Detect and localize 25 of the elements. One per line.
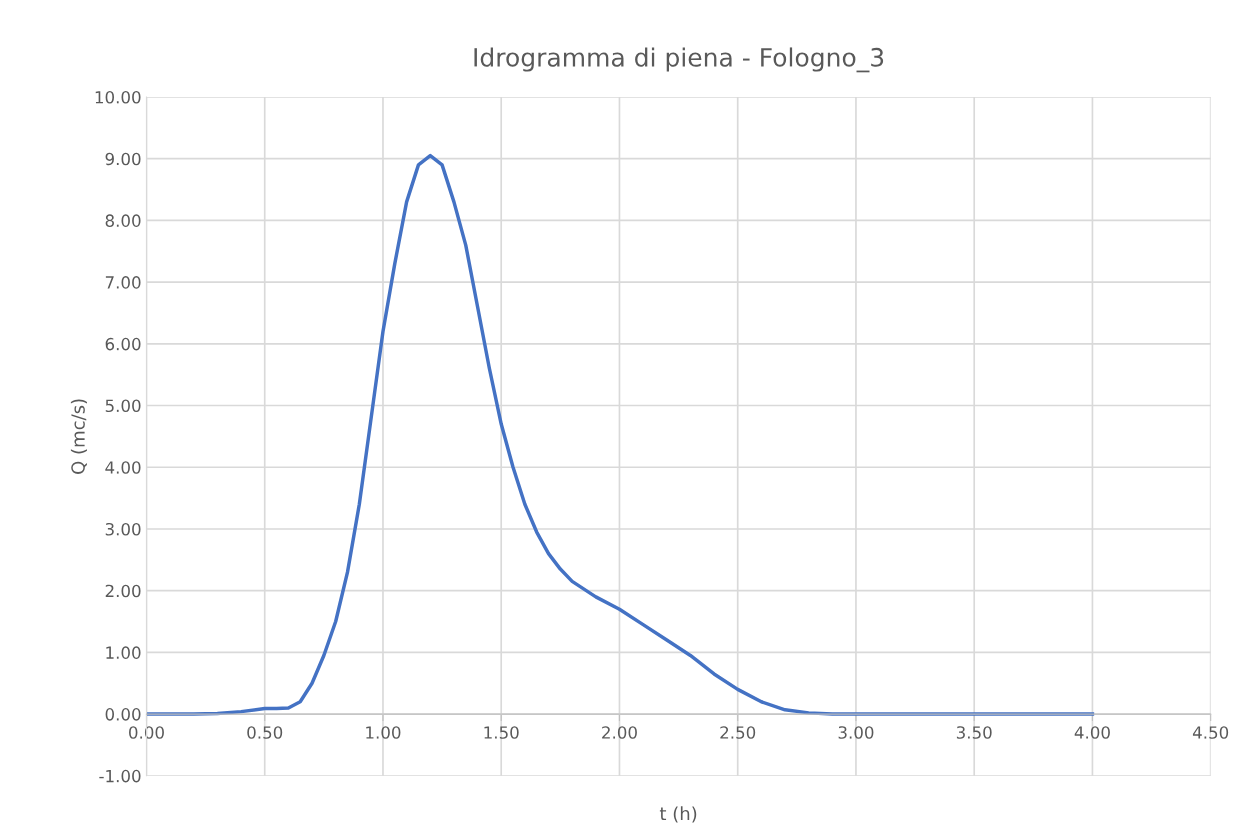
y-axis-title: Q (mc/s) — [70, 399, 87, 474]
x-tick-label: 1.50 — [484, 726, 519, 739]
line-series — [146, 153, 1095, 716]
x-tick-label: 3.00 — [838, 726, 874, 739]
x-tick-label: 4.00 — [1074, 726, 1110, 739]
y-tick-label: 2.00 — [105, 584, 141, 598]
y-tick-label: 1.00 — [106, 646, 141, 659]
y-tick-label: 3.00 — [105, 522, 141, 536]
y-tick-label: 0.00 — [105, 708, 141, 721]
chart-title: Idrogramma di piena - Fologno_3 — [474, 47, 884, 73]
y-tick-label: -1.00 — [99, 769, 141, 783]
x-tick-label: 2.50 — [720, 726, 756, 739]
y-tick-label: 9.00 — [105, 152, 141, 166]
x-tick-label: 0.50 — [247, 726, 283, 739]
x-tick-label: 1.00 — [366, 726, 401, 739]
y-tick-label: 8.00 — [105, 214, 141, 227]
x-axis-title: t (h) — [659, 806, 697, 823]
x-tick-label: 3.50 — [956, 726, 992, 739]
x-tick-label: 2.00 — [602, 726, 637, 739]
y-tick-label: 5.00 — [105, 399, 141, 413]
y-tick-label: 4.00 — [105, 461, 141, 474]
y-tick-label: 10.00 — [95, 90, 141, 104]
x-tick-label: 4.50 — [1192, 726, 1229, 739]
y-tick-label: 6.00 — [105, 337, 141, 351]
y-tick-label: 7.00 — [105, 276, 141, 289]
